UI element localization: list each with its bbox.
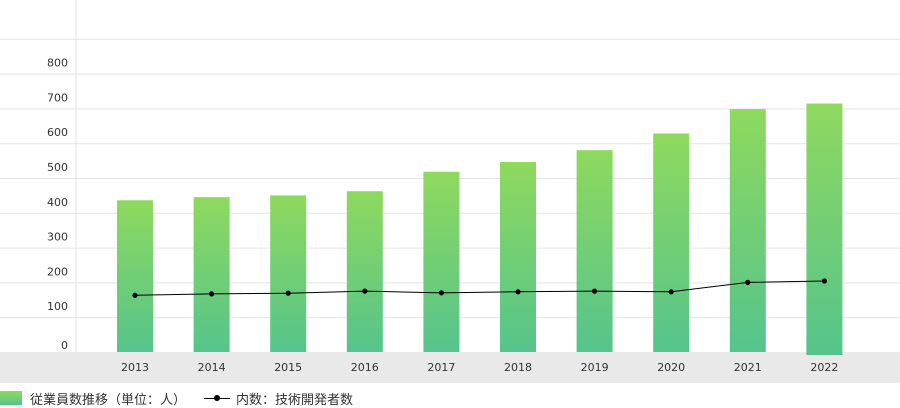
bar-2021 [729, 109, 766, 352]
x-tick-label: 2022 [810, 361, 838, 374]
x-axis-band [0, 352, 900, 383]
line-point-2021 [745, 279, 751, 285]
y-tick-label: 700 [47, 91, 68, 104]
line-point-2019 [592, 288, 598, 294]
bar-2020 [653, 133, 690, 352]
x-tick-label: 2015 [274, 361, 302, 374]
line-point-2013 [132, 292, 138, 298]
line-engineers [134, 280, 825, 296]
legend-item-engineers: 内数：技術開発者数 [204, 389, 353, 408]
bars-layer [117, 103, 843, 355]
bar-2013 [117, 200, 153, 352]
y-tick-label: 600 [47, 126, 68, 139]
y-tick-label: 100 [47, 300, 68, 313]
legend-label-employees: 従業員数推移（単位：人） [30, 392, 187, 408]
bar-2019 [576, 150, 613, 352]
line-layer [132, 278, 828, 298]
y-axis-ticks: 0 100 200 300 400 500 600 700 800 [47, 57, 68, 352]
y-tick-label: 500 [47, 161, 68, 174]
bar-2016 [346, 191, 383, 352]
bar-2022 [806, 103, 843, 355]
line-point-2015 [285, 290, 291, 296]
x-tick-label: 2018 [504, 361, 532, 374]
bar-2014 [193, 197, 230, 352]
y-tick-label: 400 [47, 196, 68, 209]
x-tick-label: 2013 [121, 361, 149, 374]
legend-item-employees: 従業員数推移（単位：人） [0, 389, 186, 408]
line-point-2022 [821, 278, 828, 284]
x-tick-label: 2014 [198, 361, 226, 374]
y-tick-label: 0 [61, 339, 68, 352]
line-point-2016 [362, 288, 368, 294]
line-point-2017 [438, 290, 444, 296]
bar-2018 [500, 161, 536, 352]
y-tick-label: 200 [47, 265, 68, 278]
line-point-2018 [515, 289, 521, 295]
legend-swatch-bar [0, 391, 22, 405]
x-axis-ticks: 2013 2014 2015 2016 2017 2018 2019 2020 2021 2022 [121, 361, 838, 374]
legend-label-engineers: 内数：技術開発者数 [236, 392, 354, 408]
line-point-2020 [668, 289, 674, 295]
bar-2017 [423, 171, 460, 352]
legend-swatch-line [204, 393, 231, 403]
line-point-2014 [209, 291, 215, 297]
legend: 従業員数推移（単位：人） 内数：技術開発者数 [0, 389, 371, 408]
x-tick-label: 2021 [734, 361, 762, 374]
bar-2015 [270, 195, 307, 352]
x-tick-label: 2016 [351, 361, 379, 374]
y-tick-label: 300 [47, 231, 68, 244]
x-tick-label: 2017 [427, 361, 455, 374]
y-tick-label: 800 [47, 57, 68, 70]
x-tick-label: 2020 [657, 361, 685, 374]
x-tick-label: 2019 [581, 361, 609, 374]
